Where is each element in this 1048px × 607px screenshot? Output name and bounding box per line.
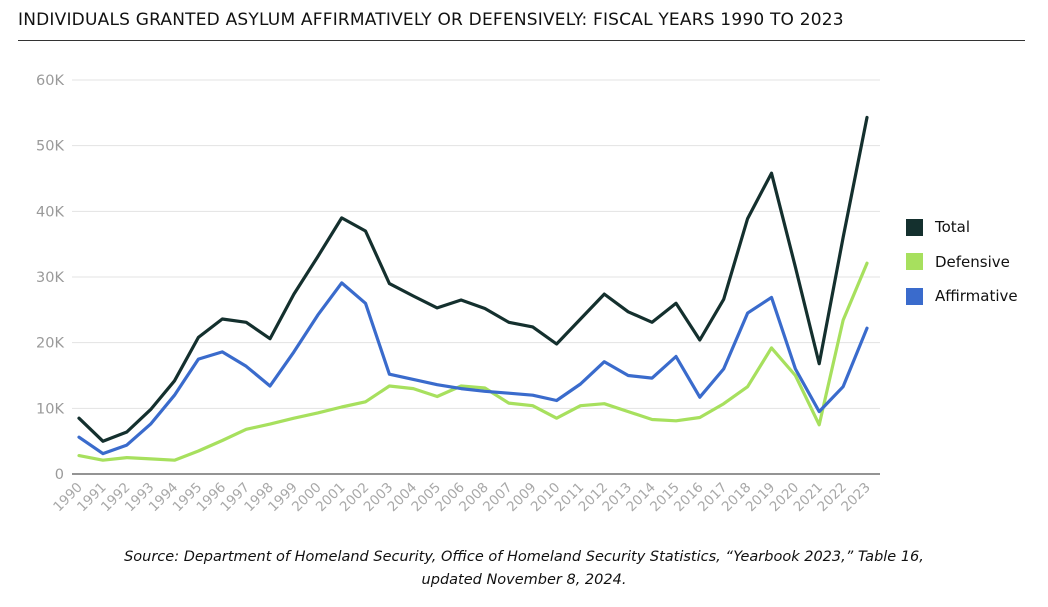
y-tick-label: 30K	[36, 270, 64, 286]
legend-label: Defensive	[935, 252, 1010, 271]
y-tick-label: 0	[55, 467, 64, 483]
series-line-defensive	[77, 261, 869, 462]
legend-swatch	[906, 287, 923, 305]
legend-swatch	[906, 253, 923, 270]
legend-item-affirmative: Affirmative	[906, 285, 1018, 307]
y-tick-label: 10K	[36, 401, 64, 417]
line-chart: 0 10K 20K 30K 40K 50K 60K 19901991199219931994…	[36, 73, 880, 516]
legend-label: Total	[935, 218, 971, 236]
grid-layer	[72, 79, 880, 475]
legend-label: Affirmative	[935, 287, 1018, 305]
source-note: Source: Department of Homeland Security,…	[0, 546, 1048, 592]
x-tick-labels: 1990199119921993199419951996199719981999…	[50, 480, 874, 516]
source-line-2: updated November 8, 2024.	[421, 572, 627, 588]
source-line-1: Source: Department of Homeland Security,…	[124, 549, 924, 565]
legend: Total Defensive Affirmative	[906, 216, 1018, 320]
series-line-total	[77, 115, 869, 443]
y-tick-labels: 0 10K 20K 30K 40K 50K 60K	[36, 73, 64, 483]
y-tick-label: 40K	[36, 204, 64, 220]
legend-item-total: Total	[906, 216, 1018, 238]
y-tick-label: 20K	[36, 336, 64, 352]
y-tick-label: 60K	[36, 73, 64, 89]
legend-swatch	[906, 218, 923, 236]
title-divider	[18, 40, 1025, 41]
series-lines	[77, 115, 869, 462]
chart-title: INDIVIDUALS GRANTED ASYLUM AFFIRMATIVELY…	[18, 10, 844, 30]
y-tick-label: 50K	[36, 139, 64, 155]
series-line-affirmative	[77, 281, 869, 456]
legend-item-defensive: Defensive	[906, 251, 1018, 273]
